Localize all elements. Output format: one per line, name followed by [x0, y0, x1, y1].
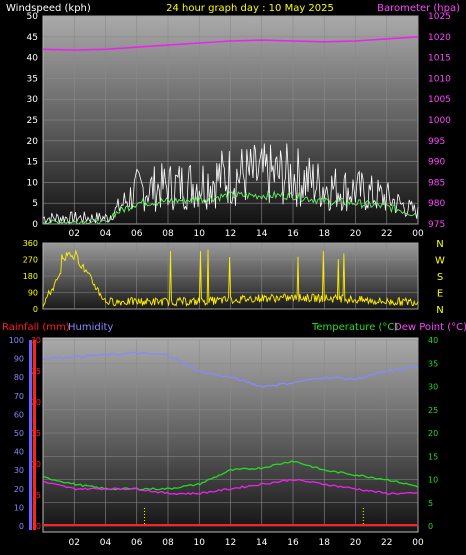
humidity-tick-label: 50 [14, 429, 24, 438]
humidity-tick-label: 60 [14, 410, 24, 419]
wind-hour-tick: 16 [287, 229, 299, 239]
wind-hour-tick: 02 [69, 229, 80, 239]
bottom-hour-tick: 18 [319, 538, 331, 548]
wind-hour-tick: 12 [225, 229, 236, 239]
wind-tick-label: 25 [27, 116, 38, 126]
rainfall-legend: Rainfall (mm) [2, 322, 70, 333]
humidity-tick-label: 30 [14, 466, 24, 475]
humidity-line [42, 351, 419, 389]
humidity-tick-label: 0 [19, 522, 24, 531]
dew-point-line [42, 478, 419, 496]
wind-tick-label: 45 [27, 33, 38, 43]
barometer-tick-label: 995 [428, 137, 445, 147]
wind-tick-label: 20 [27, 137, 39, 147]
rainfall-tick-label: 0 [36, 522, 41, 531]
barometer-line [42, 36, 419, 51]
compass-label: E [437, 289, 443, 300]
bottom-hour-tick: 06 [131, 538, 143, 548]
wind-hour-tick: 04 [100, 229, 112, 239]
wind-gust-line [42, 143, 419, 225]
temp-tick-label: 35 [428, 359, 438, 368]
compass-label: S [437, 272, 443, 283]
humidity-axis-bar [29, 340, 32, 530]
wind-tick-label: 0 [32, 220, 38, 230]
barometer-tick-label: 1020 [428, 33, 451, 43]
barometer-tick-label: 985 [428, 178, 445, 188]
humidity-tick-label: 80 [14, 373, 24, 382]
barometer-tick-label: 990 [428, 158, 445, 168]
wind-tick-label: 35 [27, 74, 38, 84]
direction-tick-label: 90 [28, 289, 38, 298]
bottom-hour-tick: 04 [100, 538, 112, 548]
compass-label: N [436, 305, 443, 316]
wind-tick-label: 10 [27, 178, 39, 188]
wind-hour-tick: 08 [162, 229, 174, 239]
barometer-tick-label: 975 [428, 220, 445, 230]
bottom-hour-tick: 10 [194, 538, 206, 548]
wind-hour-tick: 10 [194, 229, 206, 239]
direction-tick-label: 180 [23, 272, 38, 281]
temperature-legend: Temperature (°C) [311, 322, 398, 333]
humidity-tick-label: 70 [14, 392, 24, 401]
temperature-line [42, 460, 419, 491]
temp-tick-label: 40 [428, 336, 438, 345]
windspeed-header: Windspeed (kph) [6, 3, 91, 14]
compass-label: W [435, 256, 445, 267]
temp-tick-label: 0 [428, 522, 433, 531]
bottom-hour-tick: 14 [256, 538, 268, 548]
bottom-hour-tick: 02 [69, 538, 80, 548]
barometer-tick-label: 1005 [428, 95, 451, 105]
wind-direction-line [42, 249, 419, 307]
wind-hour-tick: 00 [412, 229, 424, 239]
direction-tick-label: 360 [23, 239, 38, 248]
barometer-tick-label: 1025 [428, 12, 451, 22]
humidity-tick-label: 10 [14, 503, 24, 512]
rainfall-axis-bar [33, 340, 36, 530]
barometer-tick-label: 1010 [428, 74, 451, 84]
bottom-hour-tick: 22 [381, 538, 392, 548]
temp-tick-label: 15 [428, 452, 438, 461]
humidity-tick-label: 100 [9, 336, 24, 345]
wind-tick-label: 5 [32, 199, 38, 209]
temp-tick-label: 30 [428, 383, 438, 392]
humidity-tick-label: 90 [14, 355, 24, 364]
bottom-hour-tick: 00 [412, 538, 424, 548]
wind-hour-tick: 18 [319, 229, 331, 239]
graph-day-header: 24 hour graph day : 10 May 2025 [166, 3, 334, 14]
barometer-tick-label: 1015 [428, 54, 451, 64]
bottom-hour-tick: 12 [225, 538, 236, 548]
rainfall-tick-label: 5 [36, 491, 41, 500]
wind-tick-label: 40 [27, 54, 39, 64]
compass-label: N [436, 239, 443, 250]
dew-point-legend: Dew Point (°C) [394, 322, 466, 333]
barometer-tick-label: 980 [428, 199, 445, 209]
bottom-hour-tick: 20 [350, 538, 362, 548]
bottom-hour-tick: 16 [287, 538, 299, 548]
wind-hour-tick: 22 [381, 229, 392, 239]
direction-tick-label: 270 [23, 256, 38, 265]
humidity-tick-label: 20 [14, 485, 24, 494]
wind-average-line [42, 190, 417, 225]
humidity-tick-label: 40 [14, 448, 24, 457]
wind-tick-label: 30 [27, 95, 39, 105]
wind-hour-tick: 06 [131, 229, 143, 239]
wind-tick-label: 50 [27, 12, 39, 22]
barometer-tick-label: 1000 [428, 116, 451, 126]
temp-tick-label: 20 [428, 429, 438, 438]
temp-tick-label: 25 [428, 406, 438, 415]
barometer-header: Barometer (hpa) [377, 3, 460, 14]
wind-tick-label: 15 [27, 158, 38, 168]
temp-tick-label: 10 [428, 476, 438, 485]
wind-hour-tick: 20 [350, 229, 362, 239]
direction-tick-label: 0 [33, 305, 38, 314]
wind-hour-tick: 14 [256, 229, 268, 239]
temp-tick-label: 5 [428, 499, 433, 508]
humidity-legend: Humidity [68, 322, 113, 333]
bottom-hour-tick: 08 [162, 538, 174, 548]
